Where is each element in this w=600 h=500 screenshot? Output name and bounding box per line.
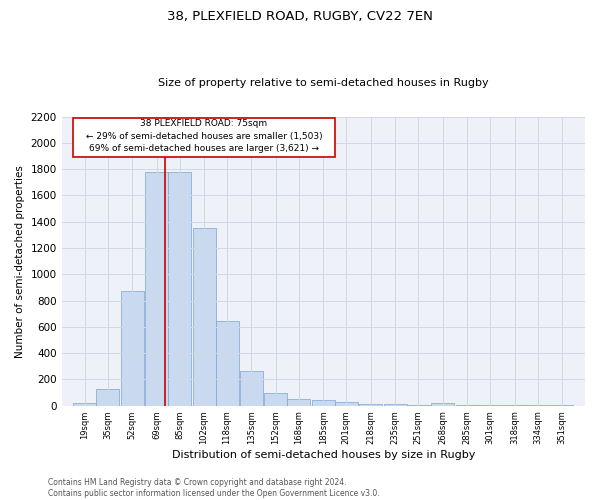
Y-axis label: Number of semi-detached properties: Number of semi-detached properties — [15, 164, 25, 358]
Bar — [384, 404, 407, 406]
Bar — [312, 400, 335, 406]
Bar — [73, 403, 96, 406]
Bar — [168, 172, 191, 406]
Bar — [193, 228, 215, 406]
Text: ← 29% of semi-detached houses are smaller (1,503): ← 29% of semi-detached houses are smalle… — [86, 132, 322, 140]
Bar — [215, 321, 239, 406]
Bar — [145, 172, 168, 406]
Bar — [407, 405, 430, 406]
X-axis label: Distribution of semi-detached houses by size in Rugby: Distribution of semi-detached houses by … — [172, 450, 475, 460]
Bar — [431, 403, 454, 406]
Text: 69% of semi-detached houses are larger (3,621) →: 69% of semi-detached houses are larger (… — [89, 144, 319, 153]
Bar — [96, 390, 119, 406]
Text: Contains HM Land Registry data © Crown copyright and database right 2024.
Contai: Contains HM Land Registry data © Crown c… — [48, 478, 380, 498]
Bar — [287, 399, 310, 406]
Title: Size of property relative to semi-detached houses in Rugby: Size of property relative to semi-detach… — [158, 78, 488, 88]
Bar — [240, 371, 263, 406]
Bar — [265, 392, 287, 406]
Bar — [73, 118, 335, 158]
Bar — [121, 290, 143, 406]
Bar — [335, 402, 358, 406]
Text: 38, PLEXFIELD ROAD, RUGBY, CV22 7EN: 38, PLEXFIELD ROAD, RUGBY, CV22 7EN — [167, 10, 433, 23]
Bar — [359, 404, 382, 406]
Text: 38 PLEXFIELD ROAD: 75sqm: 38 PLEXFIELD ROAD: 75sqm — [140, 119, 268, 128]
